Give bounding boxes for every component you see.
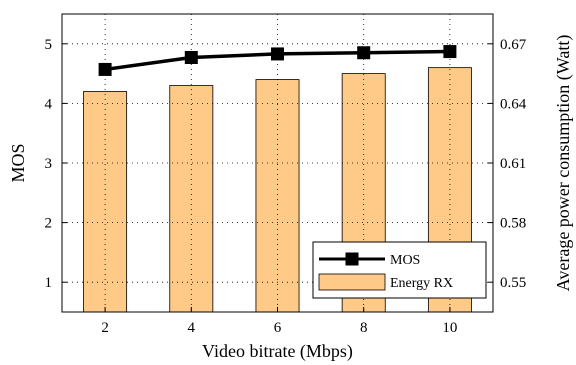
y-left-tick-label-1: 1 (45, 275, 53, 291)
line-layer (98, 45, 457, 76)
legend-energy-swatch (318, 273, 386, 291)
mos-marker-8 (357, 46, 371, 60)
y-left-tick-label-5: 5 (45, 37, 53, 53)
x-axis-label: Video bitrate (Mbps) (202, 341, 353, 362)
legend: MOS Energy RX (312, 241, 487, 299)
y-right-tick-label-0.64: 0.64 (500, 96, 527, 112)
x-tick-label-2: 2 (101, 320, 109, 336)
x-tick-label-10: 10 (442, 320, 457, 336)
legend-mos-marker (345, 252, 359, 266)
y-left-tick-label-3: 3 (45, 156, 53, 172)
mos-marker-10 (443, 45, 457, 59)
x-tick-label-4: 4 (188, 320, 196, 336)
y-left-tick-label-2: 2 (45, 216, 53, 232)
y-left-tick-label-4: 4 (45, 96, 53, 112)
x-tick-label-8: 8 (360, 320, 368, 336)
y-axis-left-label: MOS (8, 143, 28, 182)
y-right-tick-label-0.58: 0.58 (500, 216, 526, 232)
mos-marker-6 (271, 47, 284, 61)
mos-marker-2 (98, 62, 112, 76)
x-tick-label-6: 6 (274, 320, 282, 336)
legend-energy-label: Energy RX (390, 276, 453, 291)
y-right-tick-label-0.61: 0.61 (500, 156, 526, 172)
y-right-tick-label-0.67: 0.67 (500, 37, 527, 53)
grid-layer (62, 14, 493, 312)
ticks-layer: 1 2 3 4 5 0.55 0.58 0.61 0.64 0.67 2 4 6 8 10 (45, 37, 527, 336)
y-axis-right-label: Average power consumption (Watt) (553, 35, 574, 292)
energy-bar-2 (83, 91, 128, 313)
legend-mos-label: MOS (390, 253, 420, 268)
mos-marker-4 (184, 51, 198, 65)
y-right-tick-label-0.55: 0.55 (500, 275, 526, 291)
